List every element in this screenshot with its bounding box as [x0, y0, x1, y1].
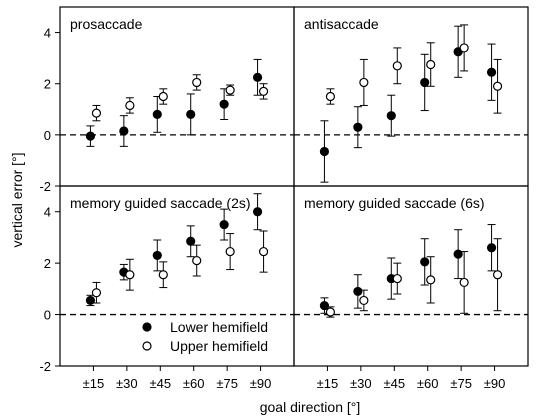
x-tick-label: ±75 — [450, 376, 472, 391]
data-point-upper — [225, 85, 235, 95]
x-tick-label: ±15 — [83, 376, 105, 391]
data-point-upper — [325, 307, 336, 317]
data-point-upper — [125, 270, 135, 280]
x-axis-label: goal direction [°] — [260, 399, 361, 415]
data-point-lower — [219, 219, 229, 230]
data-point-lower — [486, 243, 497, 253]
panel-title: memory guided saccade (2s) — [70, 195, 251, 211]
data-point-upper — [325, 91, 336, 102]
data-point-upper — [158, 270, 168, 280]
legend-marker-lower — [142, 322, 152, 332]
legend: Lower hemifield Upper hemifield — [142, 319, 268, 354]
data-point-lower — [319, 146, 330, 157]
x-tick-label: ±15 — [317, 376, 339, 391]
data-point-upper — [225, 246, 235, 257]
x-tick-label: ±60 — [183, 376, 205, 391]
x-tick-label: ±30 — [350, 376, 372, 391]
data-point-upper — [426, 59, 436, 70]
legend-marker-upper — [142, 341, 152, 351]
data-point-upper — [426, 275, 436, 285]
panel-3: memory guided saccade (2s) -2 0 2 4 ±15 ±30 ±45… — [39, 185, 295, 391]
y-tick-label: -2 — [39, 179, 51, 194]
data-point-upper — [492, 81, 503, 91]
data-point-upper — [459, 43, 469, 53]
data-point-upper — [91, 108, 102, 118]
panel-title: prosaccade — [70, 16, 143, 32]
x-tick-label: ±45 — [383, 376, 405, 391]
data-point-lower — [85, 295, 96, 306]
data-point-lower — [152, 250, 162, 261]
legend-label-upper: Upper hemifield — [170, 338, 268, 354]
data-point-lower — [219, 99, 229, 109]
data-point-upper — [125, 100, 135, 111]
data-point-lower — [420, 257, 430, 267]
data-point-lower — [186, 109, 196, 120]
legend-label-lower: Lower hemifield — [170, 319, 268, 335]
data-point-lower — [152, 109, 162, 120]
panel-4: memory guided saccade (6s) ±15 ±30 ±45 ±60 ±7… — [293, 185, 529, 391]
data-point-lower — [386, 111, 396, 121]
data-point-upper — [359, 295, 369, 306]
data-point-lower — [119, 126, 129, 136]
y-tick-label: 4 — [44, 205, 51, 220]
y-tick-label: -2 — [39, 359, 51, 374]
data-point-upper — [158, 91, 168, 102]
x-tick-label: ±30 — [116, 376, 138, 391]
y-tick-label: 2 — [44, 77, 51, 92]
data-point-lower — [85, 131, 96, 141]
data-point-upper — [192, 255, 202, 266]
y-axis-label: vertical error [°] — [9, 152, 25, 247]
data-point-upper — [392, 61, 402, 71]
data-point-upper — [359, 77, 369, 88]
panel-frame — [59, 6, 295, 187]
data-point-upper — [258, 246, 269, 257]
data-point-lower — [420, 77, 430, 88]
data-point-lower — [252, 72, 263, 82]
data-point-lower — [319, 300, 330, 311]
data-point-lower — [252, 207, 263, 217]
y-tick-label: 0 — [44, 308, 51, 323]
x-tick-label: ±90 — [484, 376, 506, 391]
y-tick-label: 0 — [44, 128, 51, 143]
data-point-lower — [453, 249, 463, 259]
data-point-upper — [392, 273, 402, 284]
y-tick-label: 2 — [44, 256, 51, 271]
x-tick-label: ±60 — [417, 376, 439, 391]
panel-2: antisaccade — [293, 6, 529, 187]
data-point-lower — [186, 236, 196, 246]
panel-frame — [293, 185, 529, 367]
data-point-upper — [258, 86, 269, 96]
data-point-upper — [459, 277, 469, 288]
x-tick-label: ±90 — [250, 376, 272, 391]
x-tick-label: ±75 — [216, 376, 238, 391]
panel-title: antisaccade — [304, 16, 379, 32]
data-point-lower — [353, 122, 363, 132]
y-tick-label: 4 — [44, 26, 51, 41]
data-point-upper — [91, 288, 102, 298]
x-tick-label: ±45 — [149, 376, 171, 391]
data-point-lower — [486, 67, 497, 77]
panel-title: memory guided saccade (6s) — [304, 195, 485, 211]
panel-1: prosaccade -2 0 2 4 — [39, 6, 295, 194]
data-point-upper — [492, 270, 503, 280]
data-point-upper — [192, 77, 202, 88]
data-point-lower — [353, 286, 363, 297]
